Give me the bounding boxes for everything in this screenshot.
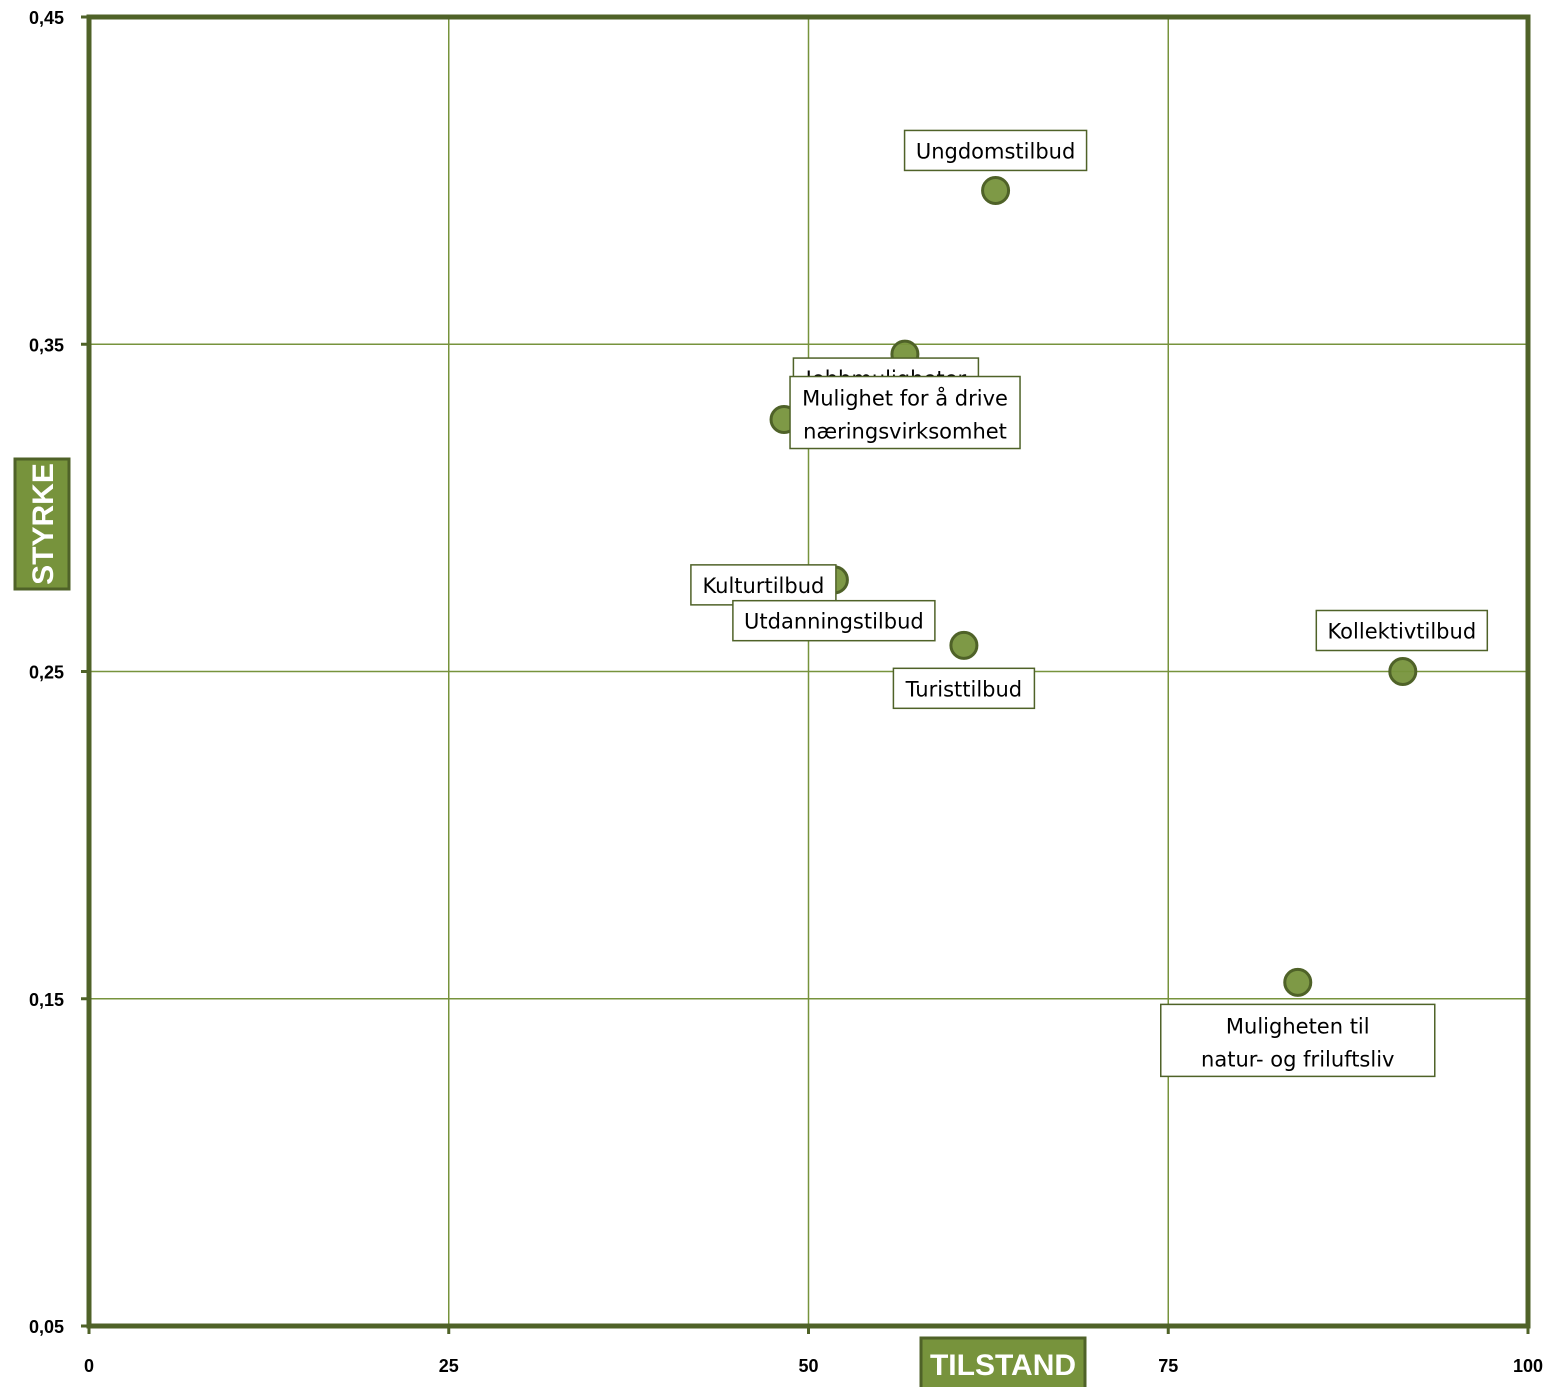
x-tick-label: 75 bbox=[1158, 1356, 1178, 1376]
x-axis-title-box bbox=[919, 1336, 1087, 1387]
data-point bbox=[949, 630, 979, 660]
y-tick-label: 0,25 bbox=[29, 663, 64, 683]
data-label-box bbox=[903, 129, 1088, 172]
data-label: Kollektivtilbud bbox=[1327, 620, 1476, 644]
data-label: næringsvirksomhet bbox=[803, 420, 1007, 444]
x-tick-label: 100 bbox=[1513, 1356, 1543, 1376]
data-label: Utdanningstilbud bbox=[744, 610, 924, 634]
data-label: Muligheten til bbox=[1226, 1014, 1370, 1038]
data-label-box bbox=[732, 599, 936, 642]
data-point bbox=[1388, 657, 1418, 686]
data-label-box bbox=[1160, 1003, 1436, 1078]
y-tick-label: 0,45 bbox=[29, 8, 64, 28]
y-axis-title-box bbox=[13, 457, 71, 591]
data-label: Ungdomstilbud bbox=[916, 139, 1075, 163]
y-tick-label: 0,35 bbox=[29, 335, 64, 355]
data-label: natur- og friluftsliv bbox=[1201, 1047, 1394, 1071]
y-axis-title: STYRKE bbox=[27, 463, 60, 585]
data-label: Turisttilbud bbox=[905, 677, 1022, 701]
data-point bbox=[1283, 967, 1313, 997]
y-tick-label: 0,05 bbox=[29, 1317, 64, 1337]
x-tick-label: 50 bbox=[798, 1356, 818, 1376]
data-label-box bbox=[789, 375, 1021, 450]
data-label: Mulighet for å drive bbox=[802, 386, 1008, 411]
x-axis-title: TILSTAND bbox=[930, 1349, 1076, 1382]
data-label-box bbox=[892, 667, 1036, 710]
x-tick-label: 0 bbox=[84, 1356, 94, 1376]
x-tick-label: 25 bbox=[439, 1356, 459, 1376]
data-point bbox=[981, 175, 1011, 205]
data-label-box bbox=[690, 564, 837, 606]
data-label-box bbox=[1315, 609, 1489, 652]
data-label: Kulturtilbud bbox=[702, 574, 824, 598]
y-tick-label: 0,15 bbox=[29, 990, 64, 1010]
